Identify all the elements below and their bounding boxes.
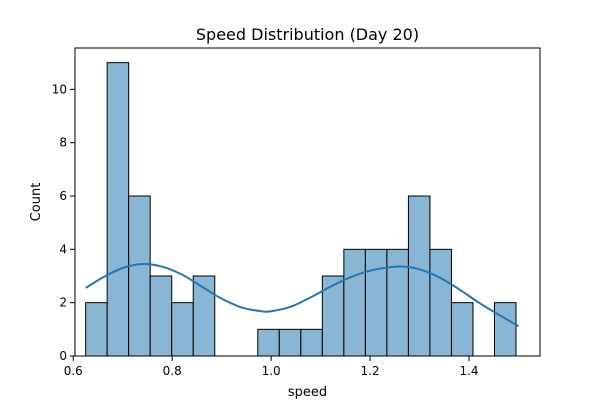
y-tick-label: 10 <box>52 82 67 96</box>
histogram-bar <box>343 248 366 357</box>
histogram-bar <box>321 275 345 357</box>
kde-layer <box>85 262 519 327</box>
histogram-bar <box>450 302 474 357</box>
x-tick-label: 0.8 <box>163 364 182 378</box>
histogram-bar <box>429 248 452 357</box>
histogram-bar <box>128 195 151 357</box>
y-tick-label: 4 <box>59 242 67 256</box>
y-axis-label: Count <box>29 183 44 222</box>
histogram-bar <box>278 328 302 357</box>
histogram-bar <box>300 328 323 357</box>
bars-layer <box>85 62 517 357</box>
histogram-bar <box>106 62 130 357</box>
kde-line <box>85 262 519 327</box>
y-tick-label: 6 <box>59 189 67 203</box>
histogram-bar <box>85 302 108 357</box>
histogram-bar <box>493 302 517 357</box>
histogram-bar <box>386 248 409 357</box>
x-tick-label: 1.2 <box>361 364 380 378</box>
histogram-bar <box>364 248 388 357</box>
y-tick-label: 8 <box>59 136 67 150</box>
y-tick-label: 0 <box>59 349 67 363</box>
x-axis-label: speed <box>288 385 327 400</box>
histogram-bar <box>257 328 280 357</box>
x-ticks: 0.6 0.8 1.0 1.2 1.4 <box>64 356 479 378</box>
axes-frame <box>74 47 541 357</box>
y-ticks: 0 2 4 6 8 10 <box>52 82 75 363</box>
histogram-bar <box>149 275 173 357</box>
y-tick-label: 2 <box>59 296 67 310</box>
histogram-bar <box>407 195 431 357</box>
chart-title: Speed Distribution (Day 20) <box>196 25 419 44</box>
x-tick-label: 1.0 <box>262 364 281 378</box>
x-tick-label: 1.4 <box>459 364 478 378</box>
histogram-bar <box>171 302 194 357</box>
x-tick-label: 0.6 <box>64 364 83 378</box>
